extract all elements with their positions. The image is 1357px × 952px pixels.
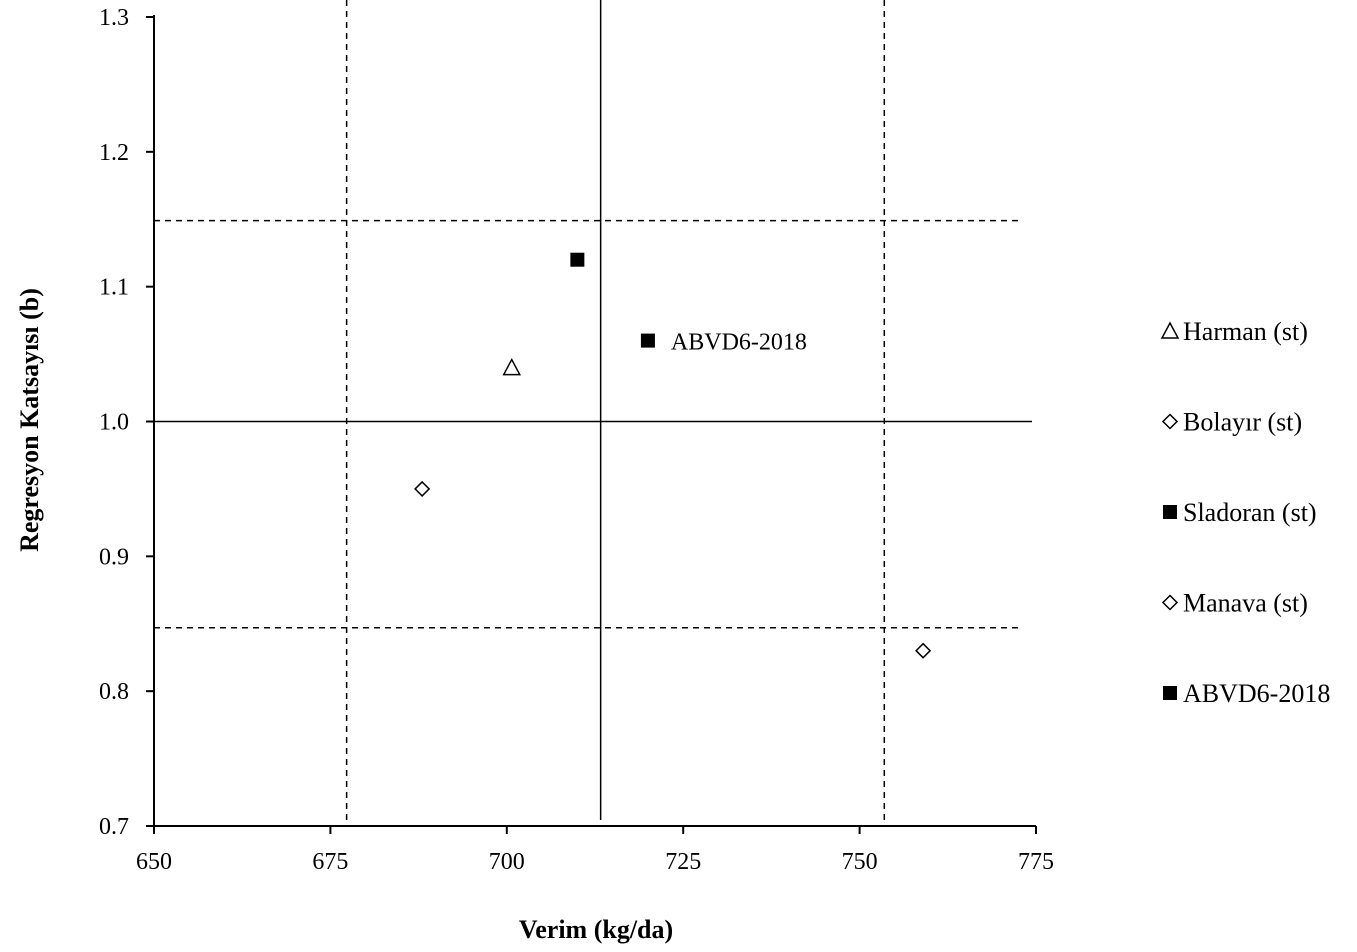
x-tick-label: 700 [489, 849, 525, 875]
y-tick-label: 0.7 [99, 814, 129, 840]
data-point [915, 642, 932, 659]
x-tick-label: 650 [136, 849, 172, 875]
data-points [414, 252, 932, 659]
y-tick-label: 1.2 [99, 140, 129, 166]
legend-label: ABVD6-2018 [1183, 679, 1330, 708]
legend-label: Bolayır (st) [1183, 408, 1302, 437]
data-point [570, 252, 585, 267]
legend-marker [1163, 686, 1177, 700]
axes [153, 15, 1036, 827]
x-tick-label: 750 [842, 849, 878, 875]
y-tick-label: 1.1 [99, 275, 129, 301]
legend-label: Harman (st) [1183, 317, 1308, 346]
data-label: ABVD6-2018 [671, 330, 807, 356]
legend-label: Sladoran (st) [1183, 498, 1317, 527]
data-point [414, 480, 431, 497]
legend-marker [1163, 505, 1177, 519]
x-tick-label: 775 [1018, 849, 1054, 875]
y-tick-label: 1.3 [99, 5, 129, 31]
x-axis-title: Verim (kg/da) [519, 915, 673, 944]
x-tick-label: 675 [312, 849, 348, 875]
y-axis-title: Regresyon Katsayısı (b) [15, 288, 44, 552]
data-point [502, 357, 521, 376]
y-tick-label: 0.9 [99, 544, 129, 570]
legend: Harman (st) Bolayır (st) Sladoran (st) Mana… [1160, 317, 1330, 708]
data-point [640, 333, 655, 348]
y-tick-label: 1.0 [99, 410, 129, 436]
reference-lines [154, 0, 1032, 826]
x-tick-label: 725 [665, 849, 701, 875]
legend-marker [1161, 413, 1179, 430]
y-tick-label: 0.8 [99, 679, 129, 705]
legend-marker [1160, 321, 1180, 339]
annotations: ABVD6-2018 [671, 330, 807, 356]
ticks: 650 675 700 725 750 775 0.7 0.8 0.9 1.0 1.1 1.2 1.3 [99, 5, 1054, 875]
legend-marker [1161, 594, 1179, 611]
legend-label: Manava (st) [1183, 589, 1308, 618]
